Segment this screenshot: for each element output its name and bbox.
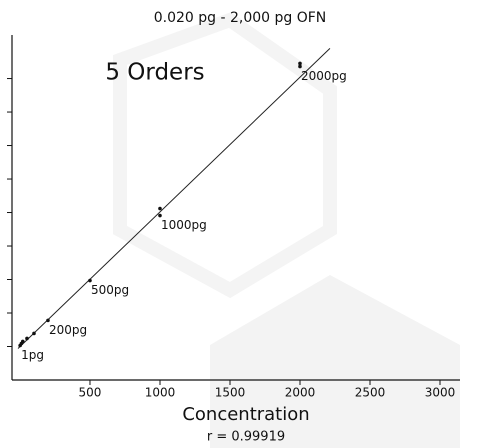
point-label: 1000pg — [161, 218, 207, 232]
point-label: 500pg — [91, 283, 129, 297]
point-label: 200pg — [49, 323, 87, 337]
point — [158, 206, 162, 211]
point-label: 1pg — [21, 348, 44, 362]
watermark — [113, 12, 337, 299]
point — [158, 213, 162, 218]
point — [298, 61, 302, 66]
watermark — [210, 275, 460, 448]
x-tick-label: 2000 — [285, 386, 316, 400]
point — [298, 64, 302, 69]
fit-line — [17, 48, 331, 349]
x-tick-label: 1500 — [215, 386, 246, 400]
annotation: 5 Orders — [105, 60, 204, 86]
point — [20, 339, 25, 344]
point — [46, 318, 50, 323]
subtitle: r = 0.99919 — [207, 430, 285, 445]
x-tick-label: 1000 — [145, 386, 176, 400]
x-tick-label: 3000 — [425, 386, 456, 400]
x-tick-label: 500 — [79, 386, 102, 400]
point-label: 2000pg — [301, 69, 347, 83]
x-axis-label: Concentration — [182, 404, 309, 425]
chart-title: 0.020 pg - 2,000 pg OFN — [154, 10, 327, 26]
point — [32, 331, 36, 336]
x-tick-label: 2500 — [355, 386, 386, 400]
point — [88, 278, 92, 283]
point — [25, 336, 29, 341]
